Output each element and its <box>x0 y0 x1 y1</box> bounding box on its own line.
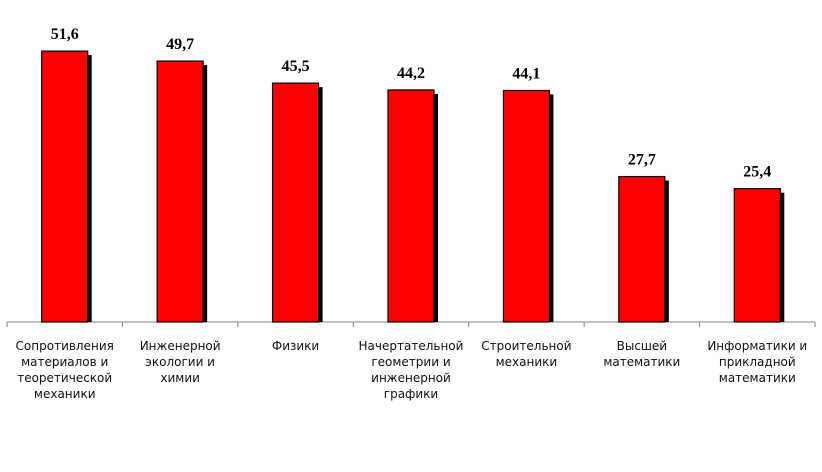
value-label: 25,4 <box>743 164 771 181</box>
bar <box>502 89 551 323</box>
bar <box>733 188 781 323</box>
value-label: 49,7 <box>166 36 194 53</box>
value-label: 51,6 <box>51 26 79 43</box>
bar <box>271 82 320 323</box>
bar <box>41 50 89 323</box>
bar <box>618 175 666 323</box>
value-label: 27,7 <box>628 152 656 169</box>
x-tick-label: Инженерной экологии и химии <box>139 339 221 385</box>
x-tick-label: Сопротивления материалов и теоретической… <box>15 339 114 401</box>
value-label: 44,1 <box>512 65 540 82</box>
x-tick-label: Строительной механики <box>481 339 572 369</box>
x-tick-label: Информатики и прикладной математики <box>707 339 808 385</box>
value-label: 45,5 <box>282 58 310 75</box>
x-tick-label: Начертательной геометрии и инженерной гр… <box>358 339 464 401</box>
x-tick-label: Физики <box>271 339 320 353</box>
bar <box>156 60 204 323</box>
x-tick-label: Высшей математики <box>603 339 681 369</box>
bar <box>387 89 435 323</box>
value-label: 44,2 <box>397 65 425 82</box>
